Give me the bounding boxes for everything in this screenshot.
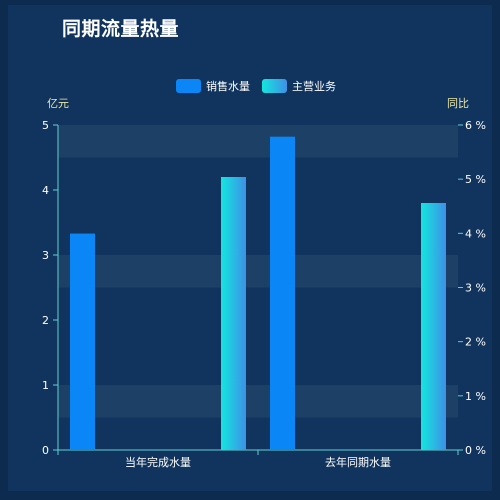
left-tick-label: 4 [42,184,49,197]
legend-label: 主营业务 [292,79,336,93]
x-tick-label: 当年完成水量 [125,455,191,469]
bar-sales-water [70,233,95,450]
right-tick-label: 1 % [465,390,486,403]
right-axis-label: 同比 [447,97,469,110]
bar-main-business [221,177,246,450]
bars [70,136,446,450]
left-tick-label: 2 [42,314,49,327]
x-tick-label: 去年同期水量 [325,455,391,469]
left-tick-label: 3 [42,249,49,262]
legend-swatch [262,79,287,93]
right-tick-label: 6 % [465,119,486,132]
legend[interactable]: 销售水量 主营业务 [176,79,336,93]
grid-band [58,385,458,418]
right-tick-label: 0 % [465,444,486,457]
right-tick-label: 5 % [465,173,486,186]
bar-main-business [421,203,446,450]
legend-item-main-business[interactable]: 主营业务 [262,79,336,93]
left-tick-label: 1 [42,379,49,392]
right-tick-label: 4 % [465,227,486,240]
right-tick-label: 2 % [465,336,486,349]
left-tick-label: 0 [42,444,49,457]
grid-band [58,255,458,288]
grid-band [58,125,458,158]
left-tick-label: 5 [42,119,49,132]
legend-label: 销售水量 [206,79,250,93]
grid-bands [58,125,458,418]
legend-item-sales-water[interactable]: 销售水量 [176,79,250,93]
chart-title: 同期流量热量 [62,18,180,40]
right-tick-label: 3 % [465,282,486,295]
legend-swatch [176,79,201,93]
left-axis-label: 亿元 [47,97,69,110]
bar-sales-water [270,136,295,450]
